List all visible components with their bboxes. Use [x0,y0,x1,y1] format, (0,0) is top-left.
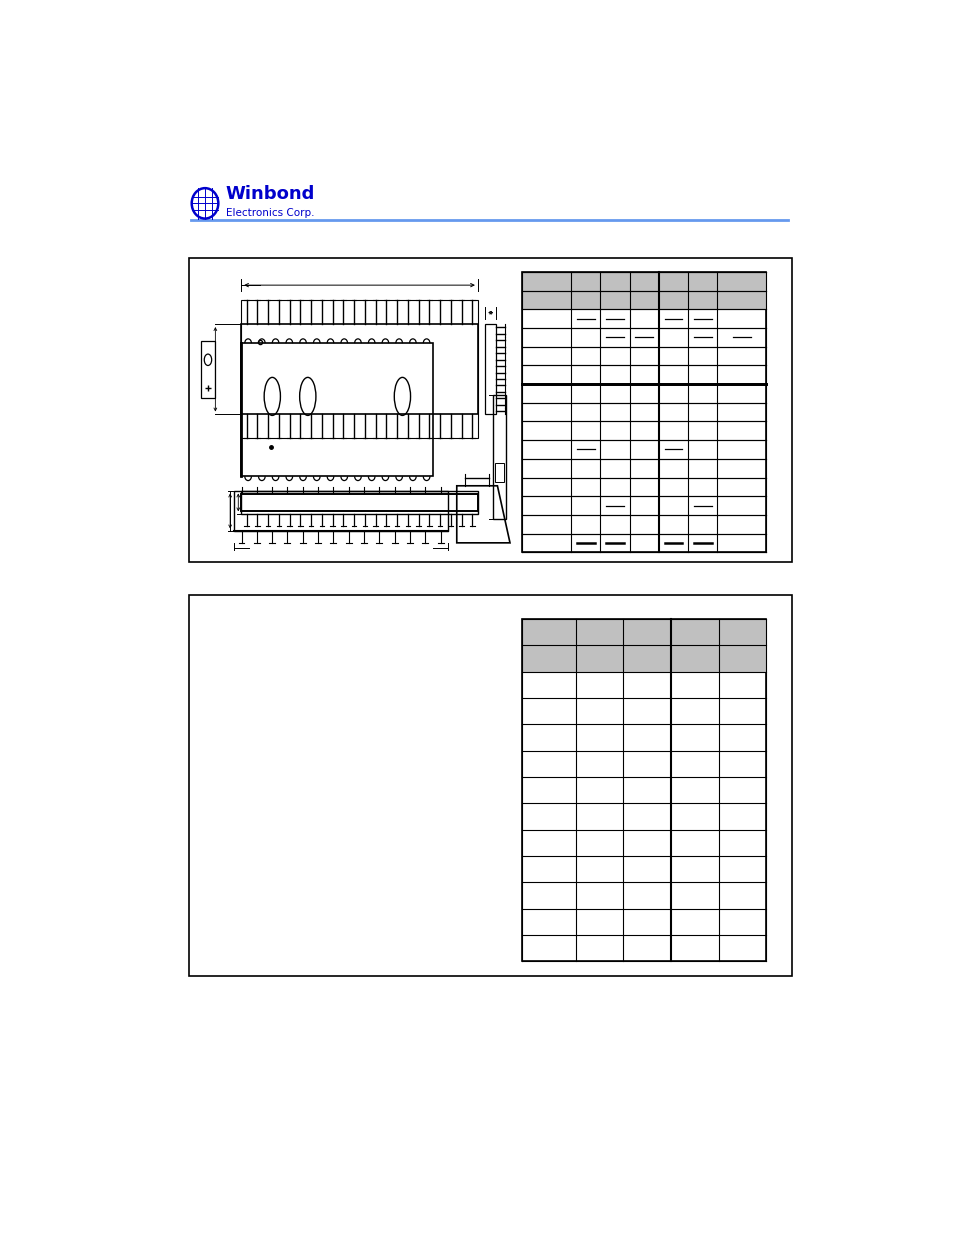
Bar [190,258,791,562]
Bar [492,395,505,519]
Bar [190,595,791,976]
Bar [521,272,765,552]
Bar [521,272,765,290]
Bar [521,619,765,645]
Bar [241,343,433,477]
Bar [521,290,765,309]
Bar [521,619,765,961]
Bar [494,463,503,482]
Bar [485,324,496,415]
Bar [241,300,477,438]
Bar [521,645,765,672]
Bar [200,341,215,398]
Bar [233,490,448,531]
Bar [241,324,477,415]
Text: Electronics Corp.: Electronics Corp. [226,207,314,217]
Bar [241,490,477,514]
Bar [241,494,477,511]
Text: Winbond: Winbond [226,185,314,203]
